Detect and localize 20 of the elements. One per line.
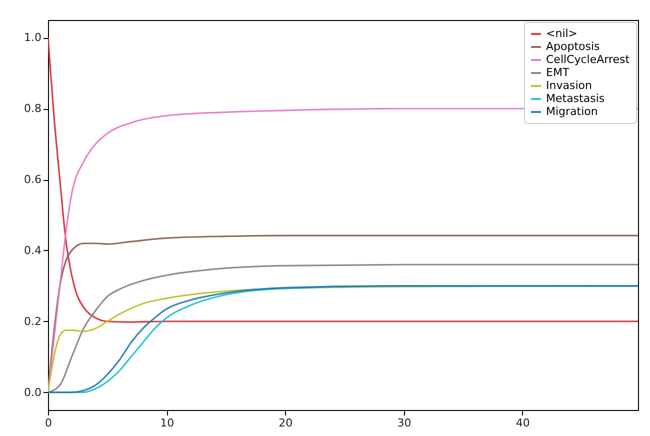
legend-label: Migration	[546, 105, 598, 118]
line-series	[48, 264, 638, 394]
y-tick-label: 0.4	[24, 244, 42, 257]
legend-label: Metastasis	[546, 92, 605, 105]
y-tick-label: 0.0	[24, 386, 42, 399]
y-tick-label: 1.0	[24, 31, 42, 44]
legend-label: Invasion	[546, 79, 592, 92]
y-tick-label: 0.2	[24, 314, 42, 328]
legend-label: EMT	[546, 66, 570, 79]
legend-label: CellCycleArrest	[546, 53, 630, 66]
x-tick-label: 30	[397, 416, 412, 430]
line-series	[48, 36, 638, 323]
x-tick-label: 10	[160, 416, 174, 430]
y-tick-label: 0.6	[24, 173, 42, 186]
legend-label: <nil>	[546, 27, 578, 40]
legend-label: Apoptosis	[546, 40, 600, 53]
x-tick-label: 40	[516, 416, 530, 430]
x-tick-label: 0	[45, 416, 52, 430]
x-tick-label: 20	[278, 416, 293, 430]
y-tick-label: 0.8	[24, 102, 42, 116]
